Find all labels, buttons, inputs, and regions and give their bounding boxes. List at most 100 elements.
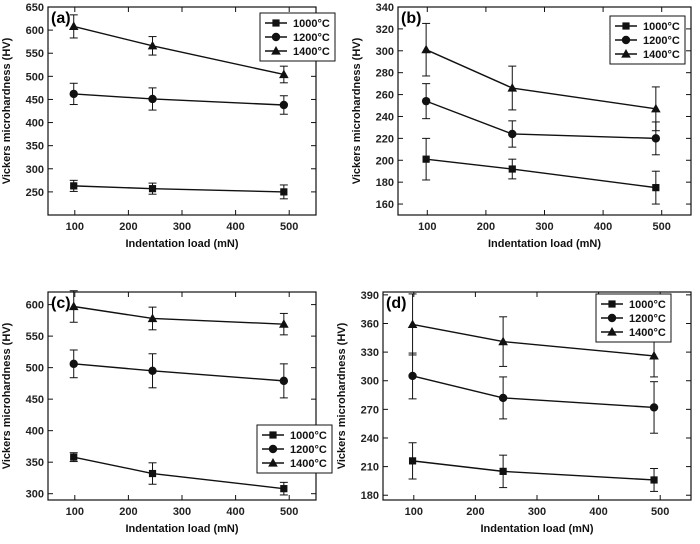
y-tick-label: 180 [361,490,379,502]
circle-marker [69,89,78,99]
x-tick-label: 300 [535,221,553,233]
series-triangle [68,14,289,84]
series-circle [408,352,659,434]
y-tick-label: 240 [361,433,379,445]
legend-triangle-marker [607,327,617,336]
chart-panel-d: 100 200 300 400 500 180 210 240 270 300 330 360 390 I… [336,290,692,535]
panel-label: (b) [401,10,421,27]
legend-entry: 1200°C [643,35,680,47]
circle-marker [421,96,431,106]
x-tick-label: 100 [66,506,84,518]
triangle-marker [651,103,661,113]
y-tick-label: 500 [26,71,44,83]
triangle-marker [407,319,418,329]
circle-marker [148,366,157,375]
circle-marker [508,129,517,139]
x-tick-label: 400 [226,221,244,233]
legend-triangle-marker [271,46,281,55]
x-tick-label: 400 [594,221,612,233]
triangle-marker [507,83,518,92]
square-marker [408,457,417,465]
y-axis-label: Vickers microhardness (HV) [336,322,348,469]
y-tick-label: 600 [26,25,44,37]
x-tick-label: 200 [477,221,495,233]
series-triangle [421,22,661,132]
series-triangle [407,293,659,378]
y-tick-label: 210 [361,462,379,474]
chart-panel-a: 100 200 300 400 500 250 300 350 400 450 500 550 600 6… [1,2,336,250]
x-tick-label: 300 [173,506,191,518]
circle-marker [148,94,157,104]
legend: 1000°C 1200°C 1400°C [259,12,336,62]
y-tick-label: 250 [26,187,44,199]
y-tick-label: 220 [376,133,394,145]
square-marker [650,476,658,484]
legend-circle-marker [621,35,631,45]
panel-label: (d) [386,295,406,312]
series-circle [69,82,289,115]
triangle-marker [147,313,158,323]
y-tick-label: 400 [26,118,44,130]
legend: 1000°C 1200°C 1400°C [609,15,686,65]
y-tick-label: 450 [26,394,44,406]
panel-label: (a) [51,10,71,27]
series-line [426,158,656,189]
y-tick-label: 360 [361,318,379,330]
x-axis-label: Indentation load (mN) [125,523,238,535]
legend-square-marker [622,22,630,30]
y-tick-label: 300 [26,164,44,176]
x-tick-label: 500 [280,221,298,233]
y-tick-label: 350 [26,457,44,469]
square-marker [508,165,516,173]
triangle-marker [68,301,79,311]
legend-entry: 1400°C [643,49,680,61]
y-tick-label: 400 [26,426,44,438]
legend-entry: 1200°C [629,313,666,325]
y-tick-label: 350 [26,141,44,153]
y-tick-label: 550 [26,331,44,343]
x-tick-label: 500 [653,221,671,233]
series-square [422,137,660,205]
x-tick-label: 100 [405,506,423,518]
square-marker [280,485,288,493]
square-marker [422,155,430,163]
legend-entry: 1000°C [629,299,666,311]
y-tick-label: 600 [26,300,44,312]
x-axis-label: Indentation load (mN) [480,523,593,535]
square-marker [148,185,157,193]
y-tick-label: 320 [376,24,394,36]
series-circle [421,83,661,156]
y-tick-label: 260 [376,90,394,102]
y-tick-label: 300 [376,46,394,58]
panel-label: (c) [51,295,71,312]
legend-entry: 1400°C [290,458,327,470]
legend-entry: 1400°C [293,46,330,58]
legend-entry: 1000°C [643,21,680,33]
legend: 1000°C 1200°C 1400°C [256,424,333,474]
y-tick-label: 500 [26,363,44,375]
triangle-marker [68,21,79,31]
legend-entry: 1200°C [290,444,327,456]
square-marker [499,467,507,475]
series-square [408,442,659,492]
circle-marker [279,100,289,110]
chart-panel-b: 100 200 300 400 500 160 180 200 220 240 260 280 300 3… [351,2,692,250]
series-line [73,185,284,193]
circle-marker [649,403,659,412]
series-line [73,305,284,325]
legend-entry: 1000°C [290,430,327,442]
circle-marker [408,371,417,381]
y-axis-label: Vickers microhardness (HV) [1,322,13,469]
y-tick-label: 160 [376,199,394,211]
y-tick-label: 450 [26,94,44,106]
legend-circle-marker [271,32,281,42]
square-marker [70,453,78,461]
x-tick-label: 300 [173,221,191,233]
x-tick-label: 500 [280,506,298,518]
legend: 1000°C 1200°C 1400°C [595,293,672,343]
x-tick-label: 200 [119,506,137,518]
circle-marker [651,134,661,143]
triangle-marker [147,40,158,50]
